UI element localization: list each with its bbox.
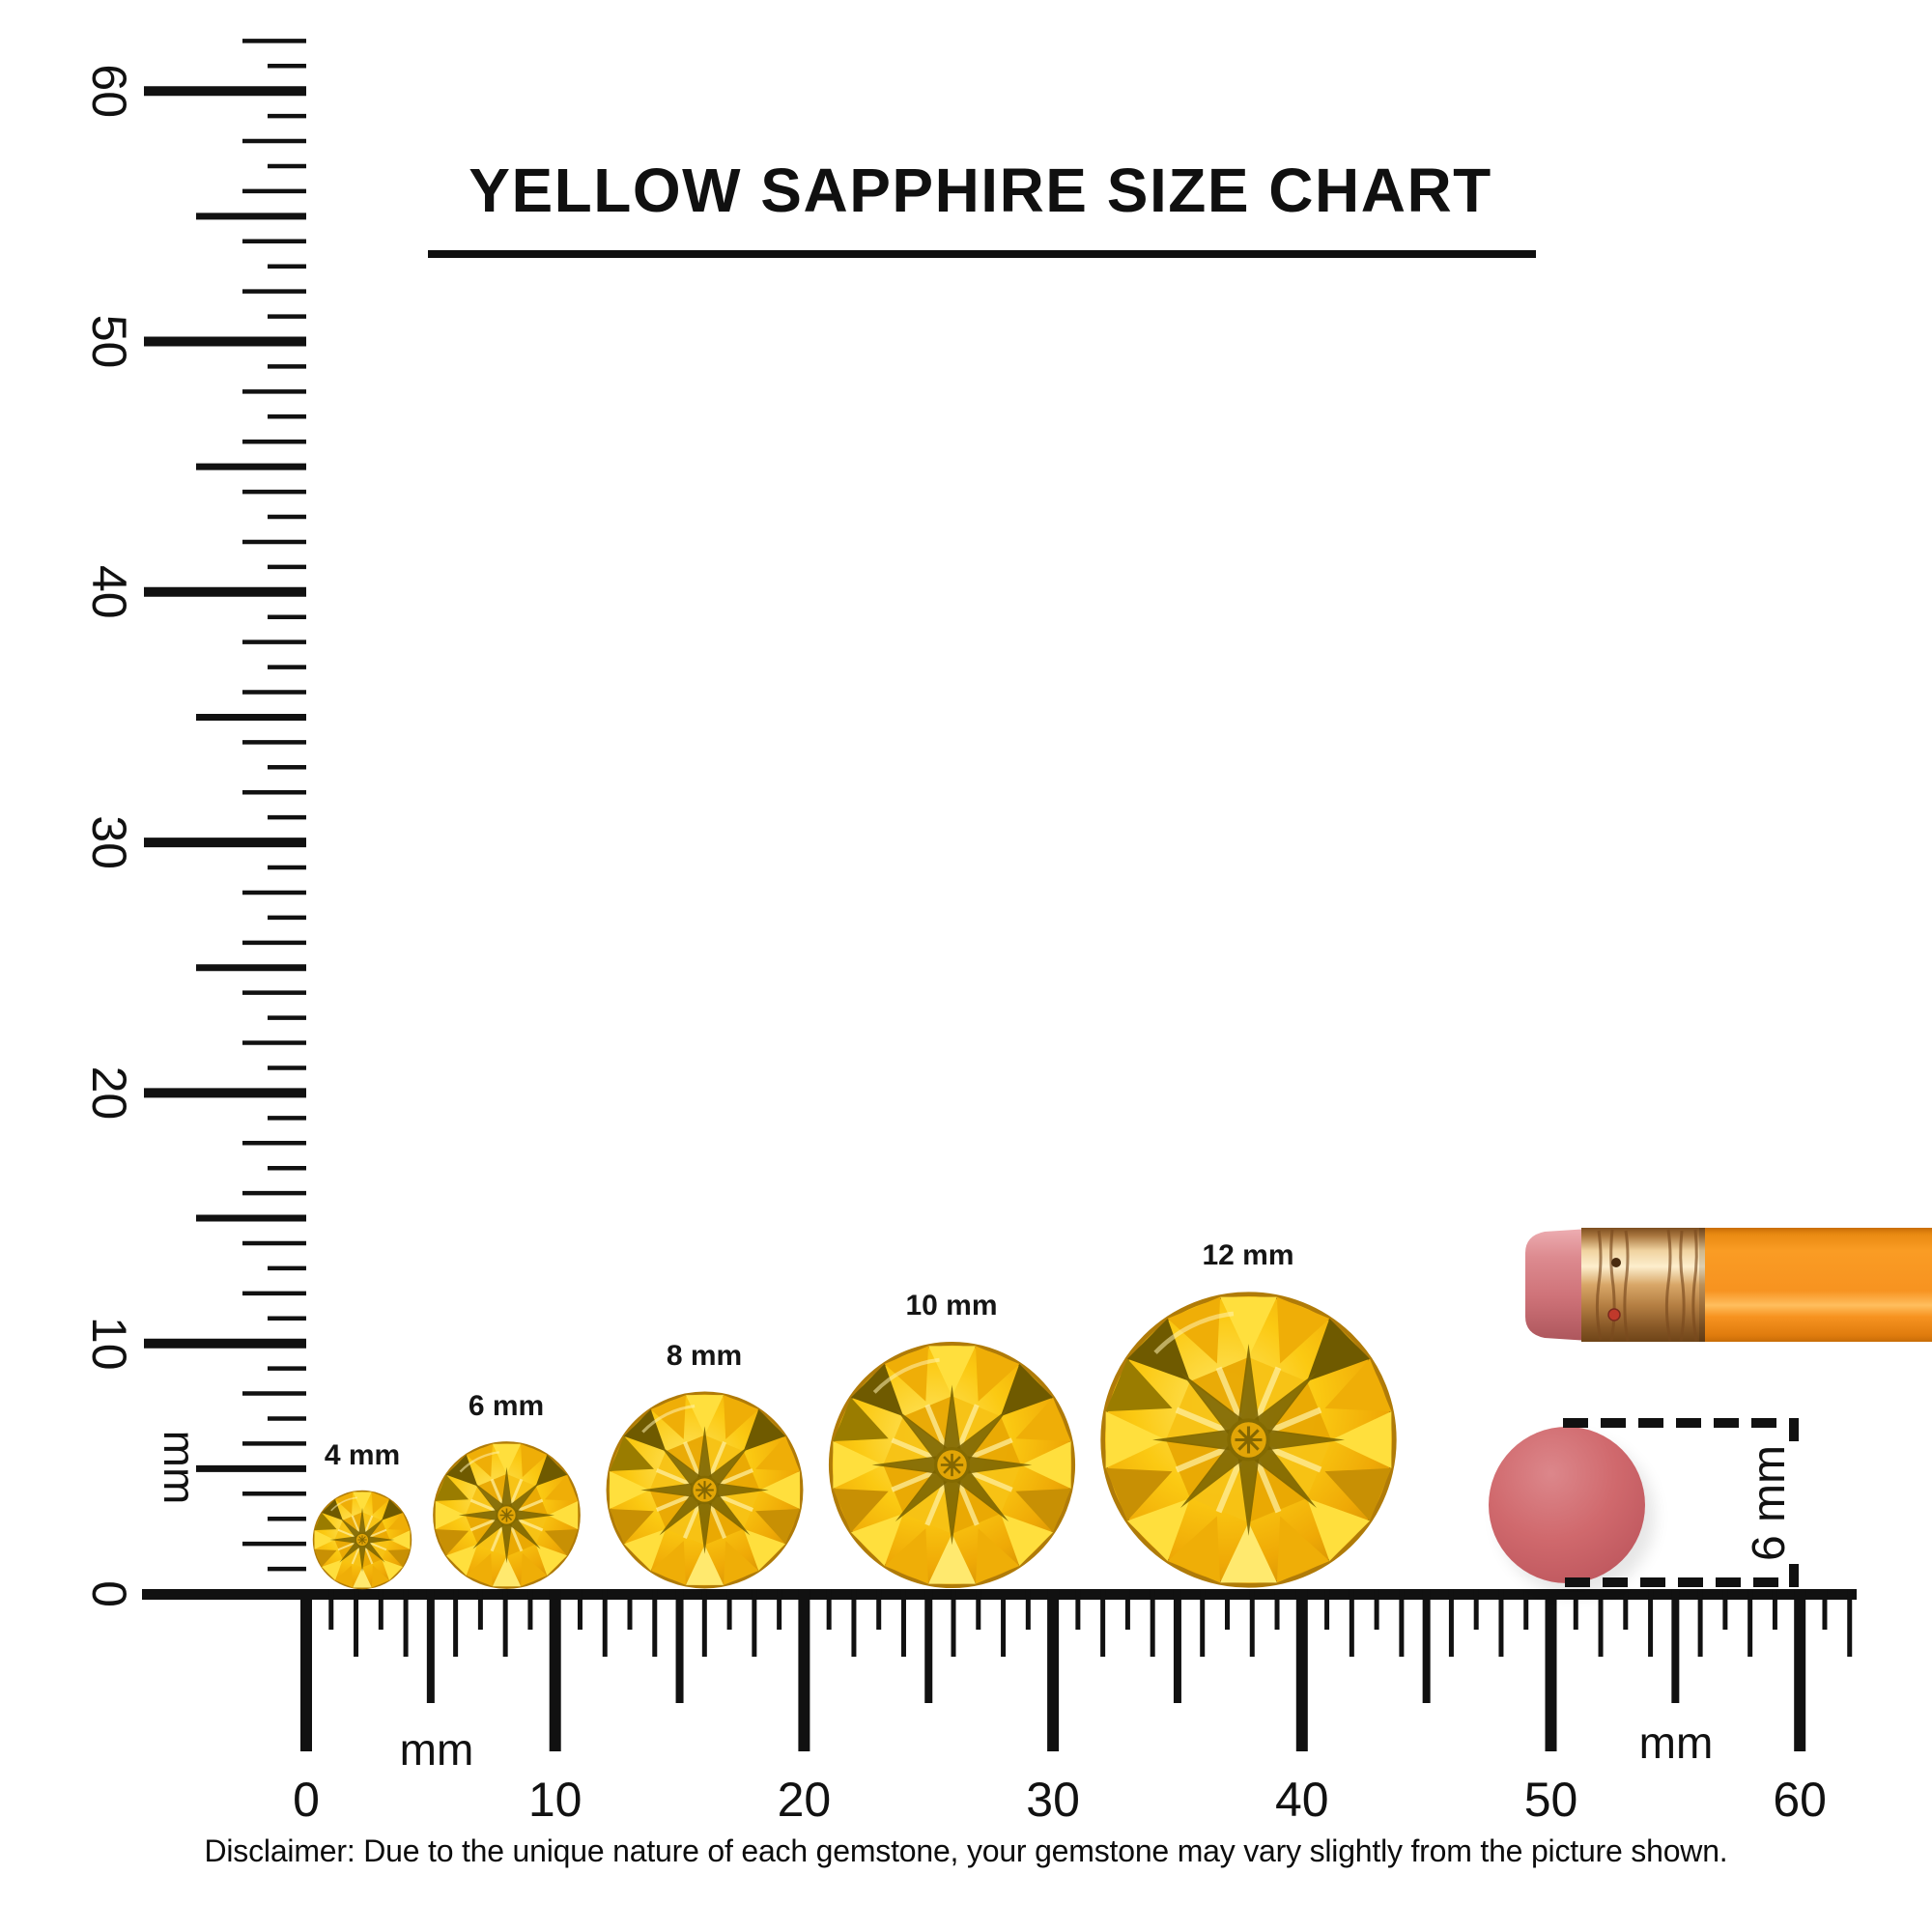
vertical-ruler-number: 40 (82, 565, 136, 619)
vertical-ruler-unit-label: mm (155, 1430, 205, 1505)
vertical-ruler-number: 0 (82, 1580, 136, 1607)
horizontal-ruler-number: 50 (1524, 1773, 1578, 1827)
vertical-ruler-number: 50 (82, 315, 136, 369)
gem-8mm (606, 1391, 803, 1589)
ferrule-body-seam (1699, 1228, 1707, 1342)
gem-size-label: 12 mm (1202, 1239, 1294, 1271)
gem-12mm (1099, 1292, 1397, 1588)
gem-size-label: 6 mm (468, 1390, 545, 1422)
gem-6mm (432, 1441, 581, 1589)
vertical-ruler-ticks (144, 39, 306, 1599)
dimension-dash-top (1563, 1418, 1799, 1428)
gem-10mm (828, 1341, 1075, 1589)
ruler-baseline (142, 1589, 1857, 1600)
horizontal-ruler-unit-label-right: mm (1638, 1718, 1714, 1768)
disclaimer-text: Disclaimer: Due to the unique nature of … (204, 1833, 1728, 1868)
horizontal-ruler-number: 60 (1773, 1773, 1827, 1827)
vertical-ruler-number: 60 (82, 64, 136, 118)
ferrule-crimp-lines (1595, 1229, 1698, 1342)
pencil-body (1705, 1228, 1932, 1342)
gem-4mm (312, 1490, 412, 1590)
horizontal-ruler-number: 40 (1275, 1773, 1329, 1827)
horizontal-ruler-numbers: 0 10 20 30 40 50 60 (293, 1773, 1827, 1827)
horizontal-ruler-ticks (300, 1589, 1853, 1751)
horizontal-ruler-number: 30 (1026, 1773, 1080, 1827)
pencil-eraser (1525, 1229, 1589, 1341)
vertical-ruler-number: 10 (82, 1317, 136, 1371)
eraser-dimension-label: 6 mm (1744, 1445, 1795, 1561)
vertical-ruler-number: 30 (82, 815, 136, 869)
gem-size-label: 8 mm (666, 1340, 743, 1372)
vertical-ruler-number: 20 (82, 1066, 136, 1121)
eraser-disc (1489, 1427, 1645, 1583)
horizontal-ruler-number: 20 (778, 1773, 832, 1827)
ferrule-dot (1611, 1258, 1621, 1267)
gem-size-label: 10 mm (905, 1290, 998, 1321)
ferrule-red-dot (1607, 1308, 1621, 1321)
horizontal-ruler-unit-label-left: mm (399, 1724, 474, 1775)
title-underline (428, 250, 1536, 258)
horizontal-ruler-number: 10 (528, 1773, 582, 1827)
page-title: YELLOW SAPPHIRE SIZE CHART (469, 156, 1492, 225)
gem-size-label: 4 mm (324, 1439, 401, 1471)
dimension-stub-bottom (1789, 1564, 1799, 1587)
horizontal-ruler-number: 0 (293, 1773, 320, 1827)
pencil (1525, 1228, 1932, 1342)
dimension-dash-bottom (1565, 1577, 1799, 1587)
dimension-stub-top (1789, 1418, 1799, 1441)
vertical-ruler-numbers: 0 10 20 30 40 50 60 (82, 64, 136, 1607)
